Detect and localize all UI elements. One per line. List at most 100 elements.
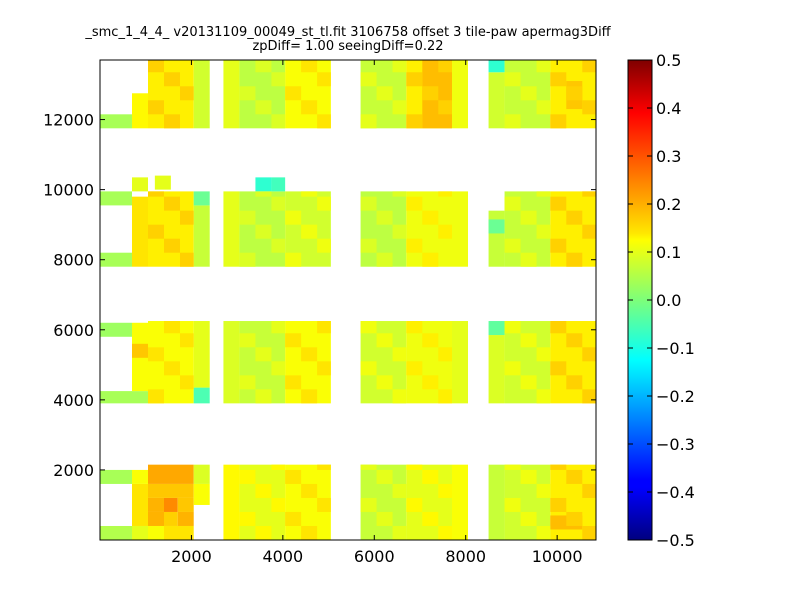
heatmap-cell xyxy=(422,210,439,225)
heatmap-cell xyxy=(520,333,537,348)
heatmap-cell xyxy=(406,464,423,470)
heatmap-cell xyxy=(100,191,132,206)
chart-title-line2: zpDiff= 1.00 seeingDiff=0.22 xyxy=(252,39,444,54)
heatmap-cell xyxy=(550,238,567,253)
heatmap-cell xyxy=(317,361,331,376)
heatmap-cell xyxy=(164,497,178,512)
heatmap-cell xyxy=(180,333,194,348)
heatmap-cell xyxy=(360,238,377,253)
heatmap-cell xyxy=(422,333,439,348)
heatmap-cell xyxy=(255,389,272,404)
heatmap-cell xyxy=(255,347,272,362)
heatmap-cell xyxy=(376,469,393,484)
heatmap-cell xyxy=(422,252,439,267)
heatmap-cell xyxy=(100,252,132,267)
heatmap-cell xyxy=(504,321,521,334)
colorbar-tick-label: −0.3 xyxy=(656,435,695,454)
heatmap-cell xyxy=(180,210,194,225)
heatmap-cell xyxy=(566,252,583,267)
heatmap-cell xyxy=(520,511,537,526)
heatmap-cell xyxy=(582,483,596,498)
heatmap-cell xyxy=(582,347,596,362)
heatmap-cell xyxy=(504,196,521,211)
heatmap-cell xyxy=(550,114,567,129)
heatmap-cell xyxy=(392,347,407,362)
colorbar-tick-label: −0.2 xyxy=(656,387,695,406)
heatmap-cell xyxy=(488,321,505,336)
heatmap-cell xyxy=(488,219,505,234)
chart-title-line1: _smc_1_4_4_ v20131109_00049_st_tl.fit 31… xyxy=(85,25,611,40)
heatmap-cell xyxy=(536,224,551,239)
heatmap-cell xyxy=(452,464,468,540)
heatmap-cell xyxy=(406,114,423,129)
colorbar-tick-label: 0.3 xyxy=(656,147,681,166)
heatmap-cell xyxy=(582,191,596,197)
heatmap-cell xyxy=(422,511,439,526)
heatmap-cell xyxy=(504,238,521,253)
y-tick-label: 4000 xyxy=(53,391,94,410)
heatmap-cell xyxy=(317,497,331,512)
heatmap-cell xyxy=(566,469,583,484)
heatmap-cell xyxy=(438,525,452,540)
heatmap-cell xyxy=(488,335,505,404)
heatmap-cell xyxy=(438,60,452,73)
heatmap-cell xyxy=(223,191,240,267)
heatmap-cell xyxy=(452,60,468,129)
heatmap-cell xyxy=(271,361,286,376)
heatmap-cell xyxy=(164,511,178,526)
heatmap-cell xyxy=(164,321,180,334)
heatmap-cell xyxy=(177,497,194,512)
heatmap-cell xyxy=(536,483,551,498)
heatmap-cell xyxy=(582,100,596,115)
heatmap-cell xyxy=(285,86,302,101)
heatmap-cell xyxy=(223,60,240,129)
heatmap-cell xyxy=(255,525,272,540)
heatmap-cell xyxy=(223,321,240,404)
heatmap-cell xyxy=(438,224,452,239)
heatmap-cell xyxy=(566,375,583,390)
heatmap-cell xyxy=(536,347,551,362)
heatmap-cell xyxy=(406,196,423,211)
heatmap-cell xyxy=(536,389,551,404)
x-tick-label: 4000 xyxy=(262,547,303,566)
colorbar-tick-label: 0.0 xyxy=(656,291,681,310)
heatmap-cell xyxy=(520,375,537,390)
heatmap-cell xyxy=(438,483,452,498)
heatmap-cell xyxy=(148,60,164,73)
heatmap-cell xyxy=(392,483,407,498)
heatmap-cell xyxy=(317,72,331,87)
heatmap-cell xyxy=(148,224,164,239)
heatmap-cell xyxy=(180,86,194,101)
heatmap-cell xyxy=(566,86,583,101)
heatmap-cell xyxy=(164,361,180,376)
heatmap-cells xyxy=(100,60,596,540)
heatmap-cell xyxy=(504,497,521,512)
heatmap-cell xyxy=(255,100,272,115)
heatmap-cell xyxy=(239,511,256,526)
heatmap-cell xyxy=(271,497,286,512)
heatmap-cell xyxy=(566,333,583,348)
x-tick-label: 10000 xyxy=(532,547,583,566)
heatmap-cell xyxy=(301,483,318,498)
y-tick-label: 6000 xyxy=(53,321,94,340)
heatmap-cell xyxy=(360,114,377,129)
heatmap-cell xyxy=(154,175,171,190)
y-tick-label: 2000 xyxy=(53,461,94,480)
heatmap-cell xyxy=(582,224,596,239)
heatmap-cell xyxy=(504,361,521,376)
heatmap-cell xyxy=(550,497,567,512)
heatmap-cell xyxy=(285,252,302,267)
heatmap-cell xyxy=(360,464,377,470)
heatmap-cell xyxy=(239,86,256,101)
heatmap-cell xyxy=(376,511,393,526)
heatmap-cell xyxy=(285,469,302,484)
heatmap-cell xyxy=(164,114,180,129)
heatmap-cell xyxy=(285,333,302,348)
heatmap-cell xyxy=(376,210,393,225)
heatmap-cell xyxy=(193,205,210,267)
heatmap-cell xyxy=(392,100,407,115)
heatmap-cell xyxy=(360,497,377,512)
heatmap-cell xyxy=(488,60,505,73)
heatmap-cell xyxy=(438,100,452,115)
colorbar-tick-label: 0.5 xyxy=(656,51,681,70)
